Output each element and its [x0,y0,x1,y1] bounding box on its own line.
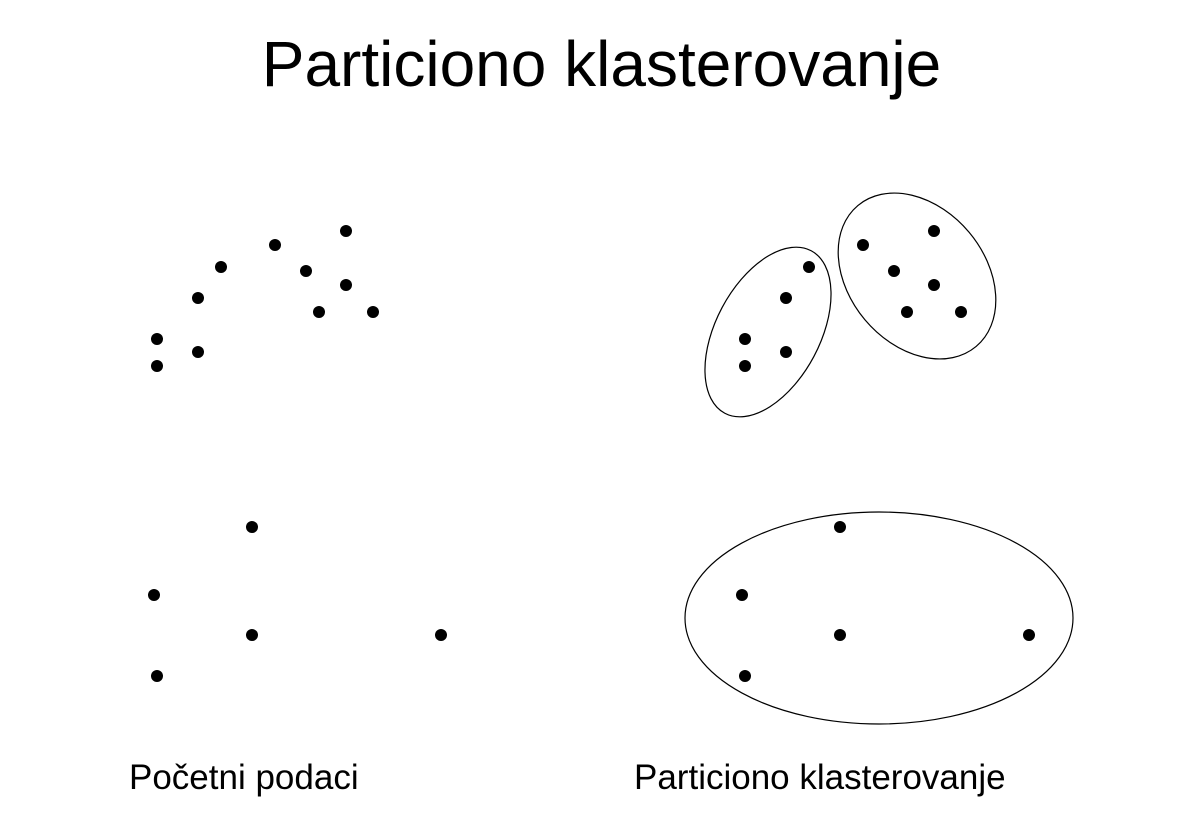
cluster-3-point-4 [1023,629,1035,641]
data-point-15 [435,629,447,641]
cluster-1-point-4 [780,292,792,304]
data-point-6 [269,239,281,251]
data-point-12 [246,521,258,533]
cluster-1-outline [704,246,832,418]
cluster-2-point-6 [955,306,967,318]
cluster-3-point-1 [834,521,846,533]
initial-data-panel [148,225,447,682]
cluster-1-point-3 [780,346,792,358]
data-point-11 [367,306,379,318]
cluster-2-point-4 [928,279,940,291]
cluster-1-point-2 [739,360,751,372]
cluster-3-point-3 [834,629,846,641]
cluster-2-point-1 [857,239,869,251]
data-point-13 [148,589,160,601]
cluster-1-point-5 [803,261,815,273]
data-point-8 [340,225,352,237]
cluster-1-point-1 [739,333,751,345]
data-point-14 [246,629,258,641]
data-point-1 [151,333,163,345]
cluster-3-point-5 [739,670,751,682]
data-point-10 [313,306,325,318]
caption-partitional-clustering: Particiono klasterovanje [634,758,1006,797]
caption-initial-data: Početni podaci [129,758,359,797]
cluster-2-point-5 [901,306,913,318]
data-point-5 [215,261,227,273]
cluster-3-outline [684,511,1074,725]
slide-title: Particiono klasterovanje [261,28,942,100]
data-point-2 [151,360,163,372]
data-point-7 [300,265,312,277]
partitional-clustering-panel [684,192,1074,725]
cluster-2-point-3 [928,225,940,237]
cluster-2-point-2 [888,265,900,277]
cluster-2-outline [837,192,997,360]
data-point-16 [151,670,163,682]
data-point-3 [192,346,204,358]
cluster-3-point-2 [736,589,748,601]
data-point-4 [192,292,204,304]
data-point-9 [340,279,352,291]
